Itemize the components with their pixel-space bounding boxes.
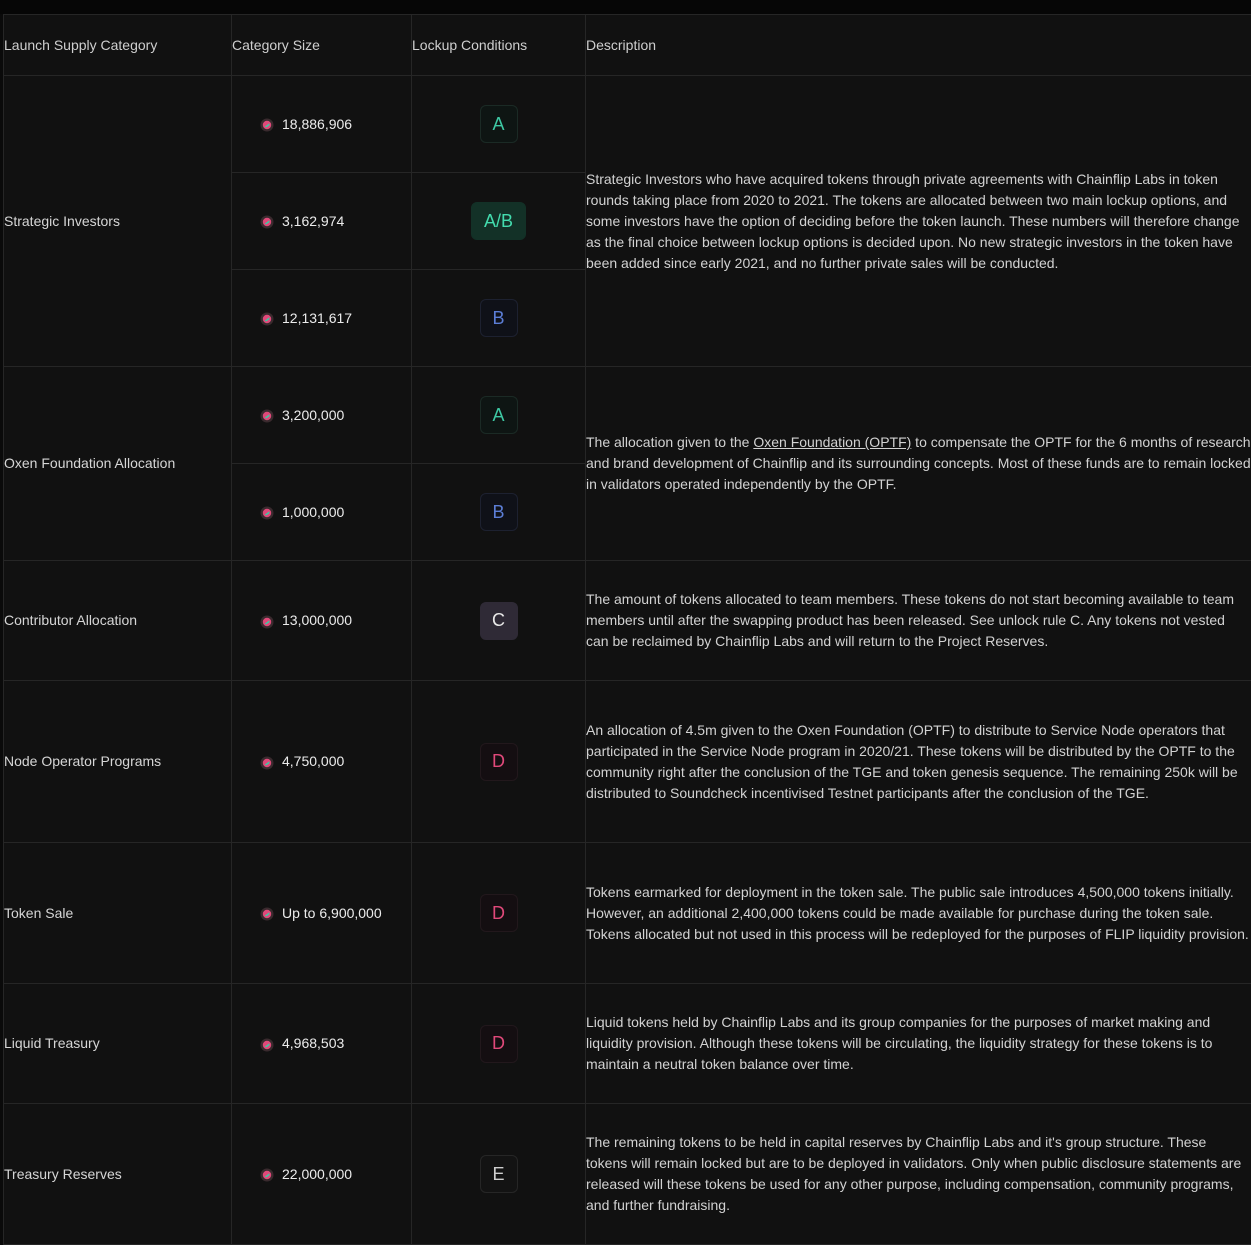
lockup-badge: A [480,105,518,143]
flip-token-icon [260,906,274,920]
lockup-cell: A [412,367,586,464]
category-size-cell: 4,968,503 [232,984,412,1104]
lockup-badge: A/B [471,202,526,240]
category-size: 13,000,000 [282,610,352,631]
lockup-cell: E [412,1104,586,1245]
table-row: Node Operator Programs 4,750,000 D An al… [4,681,1251,843]
table-row: Liquid Treasury 4,968,503 D Liquid token… [4,984,1251,1104]
category-size-cell: 3,162,974 [232,173,412,270]
description: An allocation of 4.5m given to the Oxen … [586,681,1251,843]
lockup-badge: D [480,894,518,932]
lockup-cell: D [412,984,586,1104]
lockup-cell: B [412,270,586,367]
lockup-badge: E [480,1155,518,1193]
lockup-badge: B [480,493,518,531]
category-size: 4,968,503 [282,1033,344,1054]
table-row: Treasury Reserves 22,000,000 E The remai… [4,1104,1251,1245]
lockup-badge: B [480,299,518,337]
table-row: Token Sale Up to 6,900,000 D Tokens earm… [4,843,1251,984]
category-size-cell: Up to 6,900,000 [232,843,412,984]
oxen-foundation-link[interactable]: Oxen Foundation (OPTF) [753,434,911,450]
category-size-cell: 3,200,000 [232,367,412,464]
table-row: Oxen Foundation Allocation 3,200,000 A T… [4,367,1251,464]
lockup-badge: D [480,743,518,781]
category-size: Up to 6,900,000 [282,903,382,924]
category-name: Contributor Allocation [4,561,232,681]
category-name: Oxen Foundation Allocation [4,367,232,561]
flip-token-icon [260,614,274,628]
flip-token-icon [260,505,274,519]
category-name: Treasury Reserves [4,1104,232,1245]
description: The remaining tokens to be held in capit… [586,1104,1251,1245]
table-header-row: Launch Supply Category Category Size Loc… [4,15,1251,76]
table-row: Contributor Allocation 13,000,000 C The … [4,561,1251,681]
category-size-cell: 4,750,000 [232,681,412,843]
category-size-cell: 18,886,906 [232,76,412,173]
lockup-cell: C [412,561,586,681]
flip-token-icon [260,408,274,422]
lockup-cell: D [412,843,586,984]
description-text: The allocation given to the [586,434,753,450]
lockup-badge: D [480,1025,518,1063]
category-name: Node Operator Programs [4,681,232,843]
header-description: Description [586,15,1251,76]
lockup-badge: A [480,396,518,434]
category-name: Liquid Treasury [4,984,232,1104]
description: The allocation given to the Oxen Foundat… [586,367,1251,561]
category-size-cell: 12,131,617 [232,270,412,367]
lockup-cell: D [412,681,586,843]
category-size-cell: 13,000,000 [232,561,412,681]
lockup-cell: B [412,464,586,561]
header-lockup-conditions: Lockup Conditions [412,15,586,76]
top-bar [0,0,1251,14]
category-size: 1,000,000 [282,502,344,523]
flip-token-icon [260,1167,274,1181]
category-size: 3,162,974 [282,211,344,232]
header-launch-supply-category: Launch Supply Category [4,15,232,76]
lockup-cell: A/B [412,173,586,270]
flip-token-icon [260,311,274,325]
description: Liquid tokens held by Chainflip Labs and… [586,984,1251,1104]
lockup-badge: C [480,602,518,640]
flip-token-icon [260,214,274,228]
category-size-cell: 22,000,000 [232,1104,412,1245]
category-name: Strategic Investors [4,76,232,367]
header-category-size: Category Size [232,15,412,76]
category-size-cell: 1,000,000 [232,464,412,561]
description: Strategic Investors who have acquired to… [586,76,1251,367]
category-size: 18,886,906 [282,114,352,135]
description: The amount of tokens allocated to team m… [586,561,1251,681]
description: Tokens earmarked for deployment in the t… [586,843,1251,984]
lockup-cell: A [412,76,586,173]
table-row: Strategic Investors 18,886,906 A Strateg… [4,76,1251,173]
flip-token-icon [260,117,274,131]
flip-token-icon [260,1037,274,1051]
category-size: 4,750,000 [282,751,344,772]
category-size: 3,200,000 [282,405,344,426]
category-size: 12,131,617 [282,308,352,329]
launch-supply-table: Launch Supply Category Category Size Loc… [3,14,1251,1245]
category-size: 22,000,000 [282,1164,352,1185]
flip-token-icon [260,755,274,769]
category-name: Token Sale [4,843,232,984]
